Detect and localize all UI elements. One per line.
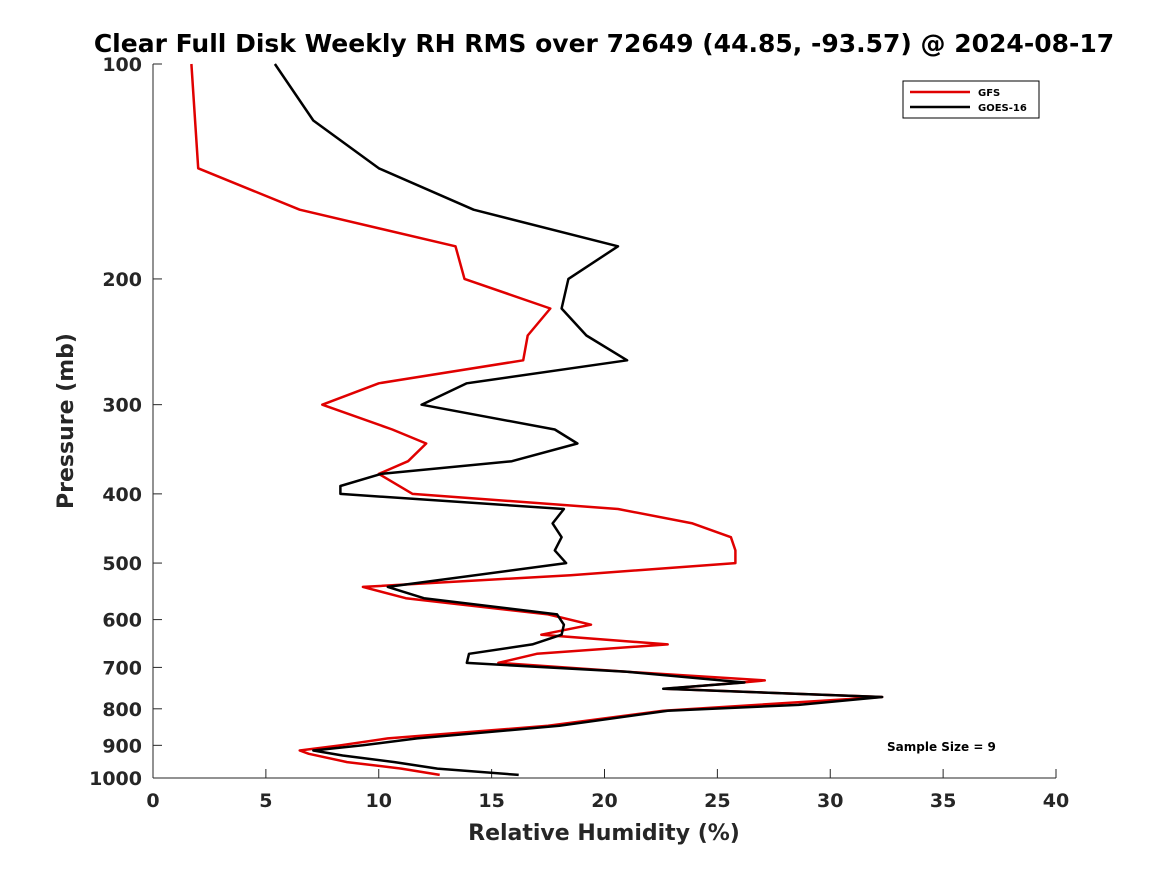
x-tick-label: 20 xyxy=(591,790,617,812)
y-tick-label: 1000 xyxy=(89,768,142,790)
y-tick-label: 600 xyxy=(102,610,142,632)
x-tick-label: 0 xyxy=(146,790,159,812)
y-tick-label: 700 xyxy=(102,657,142,679)
y-tick-label: 500 xyxy=(102,553,142,575)
x-tick-label: 35 xyxy=(930,790,956,812)
y-axis-label: Pressure (mb) xyxy=(54,333,79,509)
x-tick-label: 10 xyxy=(366,790,392,812)
legend-box xyxy=(902,80,1040,119)
series-line-goes16 xyxy=(273,63,884,777)
x-tick-label: 25 xyxy=(704,790,730,812)
chart-title: Clear Full Disk Weekly RH RMS over 72649… xyxy=(94,29,1114,58)
x-axis-label: Relative Humidity (%) xyxy=(468,821,740,846)
x-tick-label: 40 xyxy=(1043,790,1069,812)
y-tick-label: 100 xyxy=(102,54,142,76)
y-tick-label: 400 xyxy=(102,484,142,506)
axes: 0 5 10 15 20 25 30 35 40 100 200 300 400 500 600 700 800… xyxy=(89,54,1069,812)
series-lines xyxy=(190,63,884,777)
x-tick-label: 5 xyxy=(259,790,272,812)
x-tick-label: 15 xyxy=(478,790,504,812)
sample-size-annotation: Sample Size = 9 xyxy=(887,740,996,754)
legend-label-gfs: GFS xyxy=(978,88,1000,99)
y-tick-label: 200 xyxy=(102,269,142,291)
y-tick-label: 800 xyxy=(102,699,142,721)
legend: GFS GOES-16 xyxy=(902,80,1040,119)
legend-label-goes16: GOES-16 xyxy=(978,103,1027,114)
y-tick-label: 300 xyxy=(102,395,142,417)
y-tick-label: 900 xyxy=(102,735,142,757)
x-tick-label: 30 xyxy=(817,790,843,812)
